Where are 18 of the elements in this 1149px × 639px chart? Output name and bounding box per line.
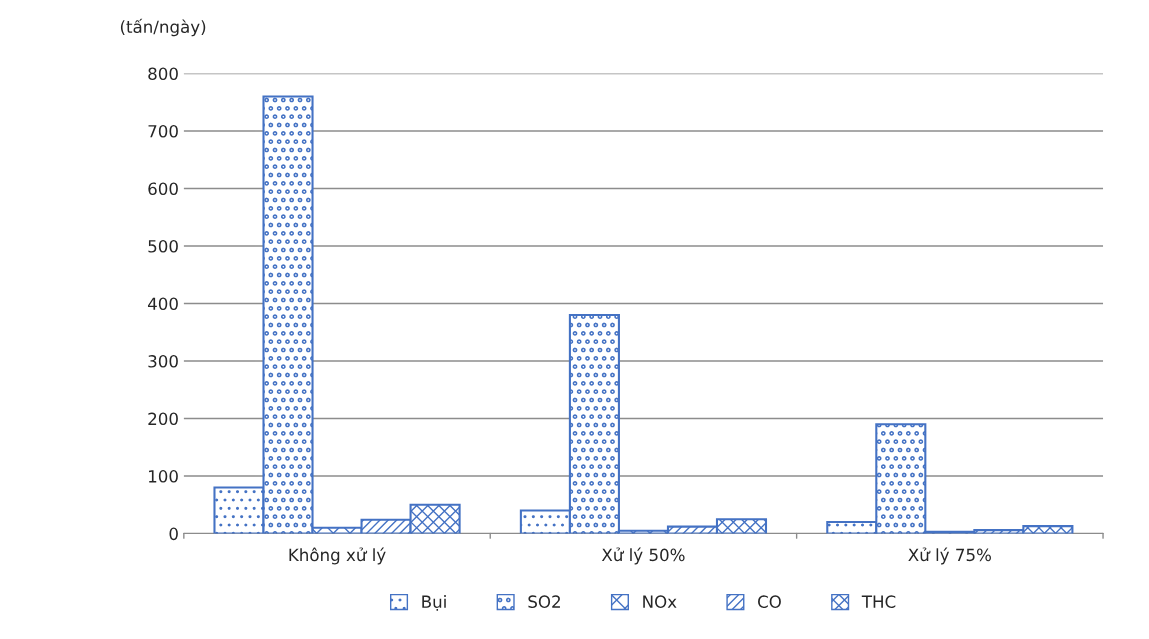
y-tick-label: 400 [147,297,178,311]
y-tick-label: 0 [169,527,178,541]
legend-label: Bụi [422,595,446,611]
y-tick-label: 800 [148,67,178,81]
y-axis-title: (tấn/ngày) [120,18,206,37]
x-tick-label: Xử lý 75% [908,547,991,565]
y-tick-label: 700 [148,124,178,138]
legend-label: CO [758,595,781,608]
y-tick-label: 500 [148,239,178,253]
y-tick-label: 200 [148,412,178,426]
y-tick-label: 300 [148,355,178,368]
legend-label: THC [861,595,896,608]
y-tick-label: 600 [148,182,178,196]
legend-label: NOx [643,595,677,608]
x-tick-label: Không xử lý [289,547,386,565]
legend-label: SO2 [528,595,560,608]
y-tick-label: 100 [149,470,178,483]
x-tick-label: Xử lý 50% [601,547,685,565]
